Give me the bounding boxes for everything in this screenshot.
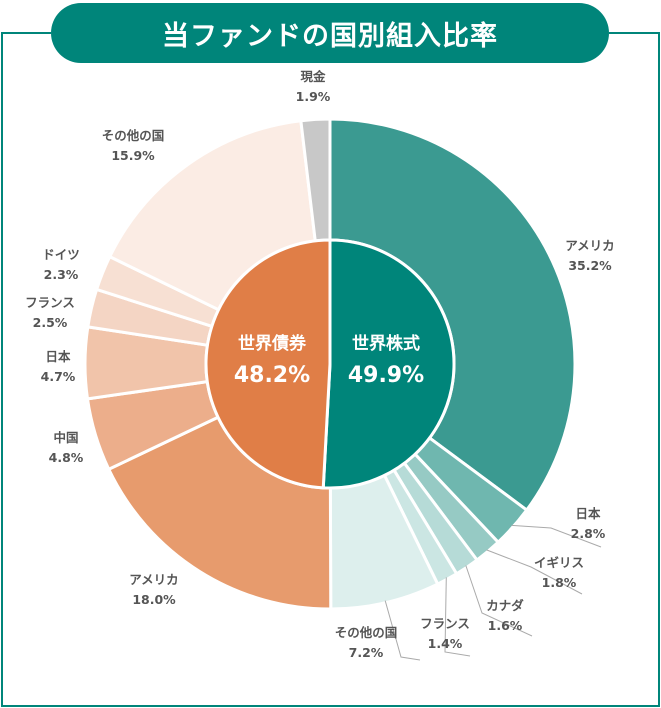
leader-line-4 xyxy=(444,577,471,657)
inner-ring: 世界株式 49.9% 世界債券 48.2% xyxy=(204,238,456,490)
slice-label-value-11: 15.9% xyxy=(111,148,155,163)
chart-title: 当ファンドの国別組入比率 xyxy=(51,3,609,63)
slice-label-name-3: カナダ xyxy=(486,598,524,613)
slice-label-name-5: その他の国 xyxy=(335,625,398,640)
slice-label-name-6: アメリカ xyxy=(129,572,178,587)
slice-label-value-6: 18.0% xyxy=(132,592,176,607)
slice-label-value-4: 1.4% xyxy=(428,636,463,651)
leader-line-2 xyxy=(486,549,583,595)
slice-label-name-7: 中国 xyxy=(53,430,78,445)
slice-label-name-12: 現金 xyxy=(300,69,326,84)
leader-lines xyxy=(384,524,602,661)
inner-label-value-1: 48.2% xyxy=(234,363,310,388)
inner-label-value-0: 49.9% xyxy=(348,363,424,388)
slice-label-name-8: 日本 xyxy=(45,349,71,364)
slice-label-value-7: 4.8% xyxy=(49,450,84,465)
slice-label-value-10: 2.3% xyxy=(44,267,79,282)
slice-labels: アメリカ 35.2% 日本 2.8% イギリス 1.8% カナダ 1.6% フランス 1.4% その… xyxy=(25,69,615,660)
slice-label-name-9: フランス xyxy=(25,295,75,310)
slice-label-value-2: 1.8% xyxy=(542,575,577,590)
slice-label-name-10: ドイツ xyxy=(42,247,80,262)
slice-label-value-12: 1.9% xyxy=(296,89,331,104)
slice-label-value-0: 35.2% xyxy=(568,258,612,273)
leader-line-3 xyxy=(465,565,533,637)
slice-label-name-11: その他の国 xyxy=(102,128,165,143)
inner-label-name-0: 世界株式 xyxy=(352,333,420,354)
inner-slice-1 xyxy=(204,238,332,490)
slice-label-value-5: 7.2% xyxy=(349,645,384,660)
inner-slice-0 xyxy=(321,238,456,490)
slice-label-value-9: 2.5% xyxy=(33,315,68,330)
slice-label-name-2: イギリス xyxy=(534,555,584,570)
slice-label-name-1: 日本 xyxy=(575,506,601,521)
slice-label-value-3: 1.6% xyxy=(488,618,523,633)
leader-line-1 xyxy=(511,524,602,548)
slice-label-name-4: フランス xyxy=(420,616,470,631)
slice-label-value-8: 4.7% xyxy=(41,369,76,384)
outer-ring xyxy=(83,117,577,611)
slice-label-name-0: アメリカ xyxy=(565,238,614,253)
slice-label-value-1: 2.8% xyxy=(571,526,606,541)
leader-line-5 xyxy=(384,600,421,661)
inner-label-name-1: 世界債券 xyxy=(238,333,307,354)
